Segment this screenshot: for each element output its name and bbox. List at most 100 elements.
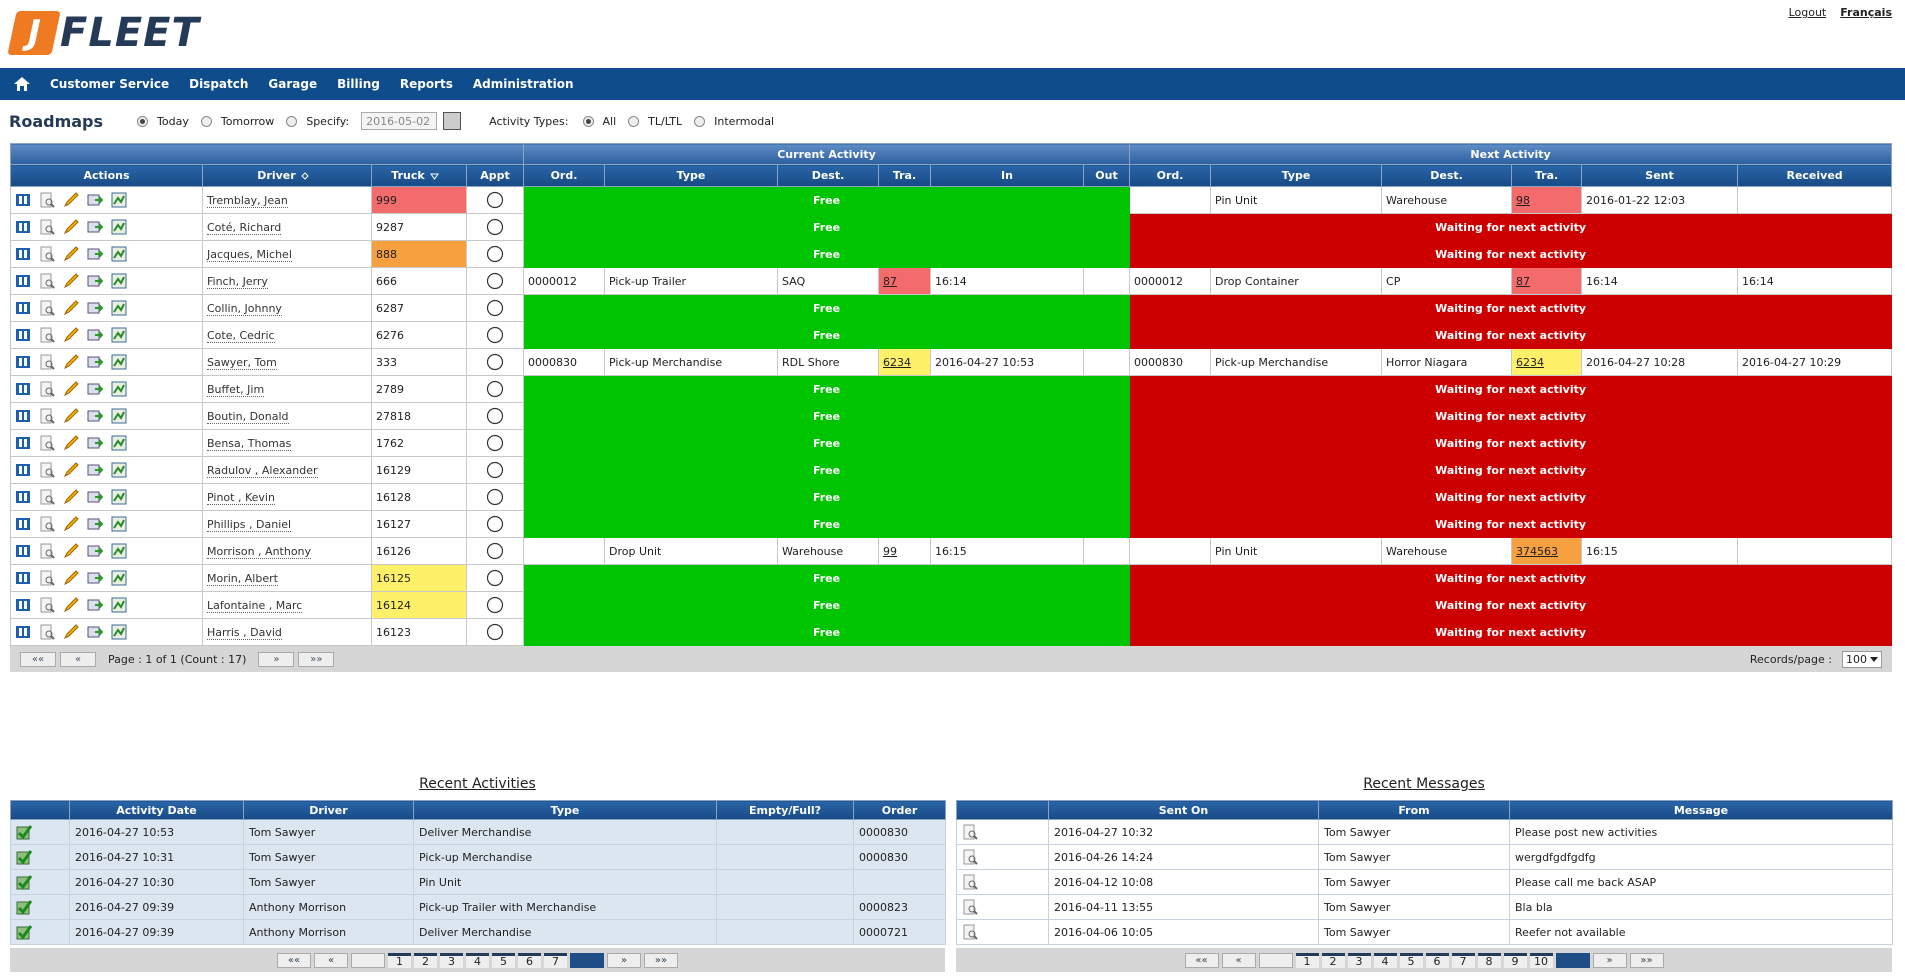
page-number[interactable]: 4: [1373, 952, 1397, 968]
action-icon[interactable]: [15, 408, 31, 424]
trailer-link[interactable]: 87: [883, 274, 897, 288]
appt-radio[interactable]: [486, 380, 504, 398]
trailer-link[interactable]: 6234: [1516, 355, 1545, 369]
action-icon[interactable]: [39, 354, 55, 370]
action-icon[interactable]: [39, 246, 55, 262]
action-icon[interactable]: [15, 300, 31, 316]
driver-link[interactable]: Radulov , Alexander: [207, 463, 318, 478]
pager-button[interactable]: «: [314, 952, 348, 968]
pager-button[interactable]: »»: [644, 952, 678, 968]
action-icon[interactable]: [15, 219, 31, 235]
nav-item[interactable]: Dispatch: [189, 77, 249, 91]
driver-link[interactable]: Bensa, Thomas: [207, 436, 292, 451]
action-icon[interactable]: [15, 597, 31, 613]
action-icon[interactable]: [87, 381, 104, 397]
action-icon[interactable]: [63, 273, 79, 289]
action-icon[interactable]: [87, 570, 104, 586]
action-icon[interactable]: [15, 192, 31, 208]
action-icon[interactable]: [63, 489, 79, 505]
row-icon[interactable]: [962, 924, 978, 940]
driver-link[interactable]: Tremblay, Jean: [207, 193, 288, 208]
action-icon[interactable]: [39, 381, 55, 397]
appt-radio[interactable]: [486, 191, 504, 209]
action-icon[interactable]: [111, 462, 127, 478]
top-link[interactable]: Français: [1840, 6, 1892, 19]
nav-item[interactable]: Garage: [268, 77, 318, 91]
row-icon[interactable]: [962, 849, 978, 865]
date-input[interactable]: 2016-05-02: [361, 112, 438, 130]
radio[interactable]: [628, 115, 640, 127]
pager-button[interactable]: «: [1221, 952, 1256, 968]
action-icon[interactable]: [39, 489, 55, 505]
page-number[interactable]: 7: [544, 952, 567, 968]
driver-link[interactable]: Jacques, Michel: [207, 247, 292, 262]
action-icon[interactable]: [39, 624, 55, 640]
appt-radio[interactable]: [486, 542, 504, 560]
action-icon[interactable]: [39, 435, 55, 451]
action-icon[interactable]: [111, 354, 127, 370]
action-icon[interactable]: [15, 624, 31, 640]
radio[interactable]: [200, 115, 212, 127]
action-icon[interactable]: [87, 273, 104, 289]
action-icon[interactable]: [63, 327, 79, 343]
action-icon[interactable]: [63, 597, 79, 613]
action-icon[interactable]: [87, 354, 104, 370]
appt-radio[interactable]: [486, 245, 504, 263]
action-icon[interactable]: [87, 624, 104, 640]
appt-radio[interactable]: [486, 596, 504, 614]
action-icon[interactable]: [39, 300, 55, 316]
page-number[interactable]: 10: [1529, 952, 1553, 968]
pager-button[interactable]: »: [607, 952, 641, 968]
action-icon[interactable]: [63, 624, 79, 640]
driver-link[interactable]: Lafontaine , Marc: [207, 598, 303, 613]
action-icon[interactable]: [39, 219, 55, 235]
row-icon[interactable]: [16, 849, 33, 865]
nav-item[interactable]: Billing: [337, 77, 380, 91]
action-icon[interactable]: [111, 381, 127, 397]
action-icon[interactable]: [39, 273, 55, 289]
sort-icon[interactable]: [429, 172, 439, 180]
appt-radio[interactable]: [486, 353, 504, 371]
action-icon[interactable]: [63, 246, 79, 262]
action-icon[interactable]: [39, 597, 55, 613]
page-number[interactable]: 1: [1295, 952, 1319, 968]
pager-button[interactable]: ««: [20, 651, 56, 667]
action-icon[interactable]: [39, 462, 55, 478]
driver-link[interactable]: Cote, Cedric: [207, 328, 275, 343]
action-icon[interactable]: [15, 354, 31, 370]
driver-link[interactable]: Morrison , Anthony: [207, 544, 312, 559]
calendar-button[interactable]: [443, 112, 462, 130]
action-icon[interactable]: [87, 489, 104, 505]
action-icon[interactable]: [111, 273, 127, 289]
action-icon[interactable]: [87, 219, 104, 235]
page-number[interactable]: 7: [1451, 952, 1475, 968]
pager-button[interactable]: ««: [277, 952, 311, 968]
trailer-link[interactable]: 374563: [1516, 544, 1559, 558]
trailer-link[interactable]: 99: [883, 544, 897, 558]
page-number[interactable]: 9: [1503, 952, 1527, 968]
action-icon[interactable]: [87, 246, 104, 262]
appt-radio[interactable]: [486, 299, 504, 317]
action-icon[interactable]: [39, 408, 55, 424]
action-icon[interactable]: [63, 435, 79, 451]
row-icon[interactable]: [16, 924, 33, 940]
action-icon[interactable]: [15, 381, 31, 397]
driver-link[interactable]: Morin, Albert: [207, 571, 278, 586]
action-icon[interactable]: [39, 570, 55, 586]
action-icon[interactable]: [63, 570, 79, 586]
pager-button[interactable]: ««: [1184, 952, 1219, 968]
action-icon[interactable]: [111, 489, 127, 505]
pager-button[interactable]: »»: [298, 651, 335, 667]
page-number[interactable]: 3: [440, 952, 463, 968]
action-icon[interactable]: [15, 516, 31, 532]
dropdown-arrow[interactable]: [1870, 656, 1878, 662]
page-number[interactable]: 5: [1399, 952, 1423, 968]
action-icon[interactable]: [63, 516, 79, 532]
action-icon[interactable]: [87, 300, 104, 316]
home-icon[interactable]: [14, 77, 30, 91]
action-icon[interactable]: [111, 543, 127, 559]
action-icon[interactable]: [39, 516, 55, 532]
trailer-link[interactable]: 98: [1516, 193, 1531, 207]
action-icon[interactable]: [15, 327, 31, 343]
action-icon[interactable]: [111, 219, 127, 235]
